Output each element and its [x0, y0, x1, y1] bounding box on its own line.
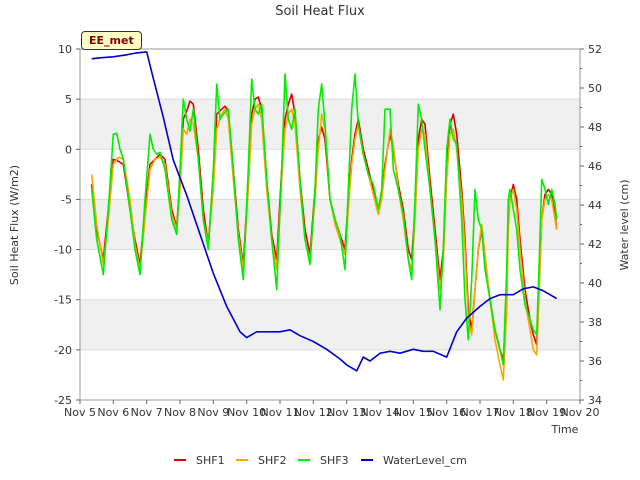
y-axis-right: 34 36 38 40 42 44 46 48 50 52: [580, 43, 602, 407]
y-left-tick-label: -15: [54, 294, 72, 307]
x-tick-label: Nov 10: [227, 406, 266, 419]
y-right-tick-label: 44: [588, 199, 602, 212]
y-left-tick-label: 0: [65, 143, 72, 156]
site-label-badge: EE_met: [81, 31, 142, 50]
y-right-tick-label: 34: [588, 394, 602, 407]
x-tick-label: Nov 12: [294, 406, 333, 419]
legend-label-shf2: SHF2: [258, 454, 287, 467]
y-right-tick-label: 36: [588, 355, 602, 368]
x-tick-label: Nov 7: [131, 406, 163, 419]
legend-label-shf3: SHF3: [320, 454, 349, 467]
x-tick-label: Nov 19: [527, 406, 566, 419]
x-tick-label: Nov 11: [261, 406, 300, 419]
x-tick-label: Nov 8: [164, 406, 196, 419]
background-bands: [80, 99, 580, 350]
y-left-tick-label: -5: [61, 193, 72, 206]
x-tick-label: Nov 20: [561, 406, 600, 419]
background-band: [80, 299, 580, 350]
legend-label-waterlevel-cm: WaterLevel_cm: [383, 454, 467, 467]
x-tick-label: Nov 18: [494, 406, 533, 419]
y-right-tick-label: 48: [588, 121, 602, 134]
y-left-tick-label: -20: [54, 344, 72, 357]
x-tick-label: Nov 14: [361, 406, 400, 419]
x-tick-label: Nov 16: [427, 406, 466, 419]
y-left-tick-label: 10: [58, 43, 72, 56]
y-axis-left-title: Soil Heat Flux (W/m2): [8, 165, 21, 285]
legend: SHF1 SHF2 SHF3 WaterLevel_cm: [174, 454, 467, 467]
y-axis-left: -25 -20 -15 -10 -5 0 5 10: [54, 43, 80, 407]
y-right-tick-label: 40: [588, 277, 602, 290]
x-tick-label: Nov 5: [64, 406, 96, 419]
x-tick-label: Nov 13: [327, 406, 366, 419]
y-right-tick-label: 52: [588, 43, 602, 56]
x-tick-label: Nov 6: [97, 406, 129, 419]
x-tick-label: Nov 15: [394, 406, 433, 419]
series-line-shf3: [90, 73, 558, 366]
background-band: [80, 199, 580, 250]
legend-label-shf1: SHF1: [196, 454, 225, 467]
y-left-tick-label: 5: [65, 93, 72, 106]
x-axis-title: Time: [551, 423, 579, 436]
x-tick-label: Nov 9: [197, 406, 229, 419]
y-right-tick-label: 38: [588, 316, 602, 329]
y-right-tick-label: 42: [588, 238, 602, 251]
y-left-tick-label: -10: [54, 244, 72, 257]
y-axis-right-title: Water level (cm): [618, 179, 631, 270]
x-tick-label: Nov 17: [461, 406, 500, 419]
chart-title: Soil Heat Flux: [275, 4, 365, 19]
y-right-tick-label: 50: [588, 82, 602, 95]
series-line-waterlevel-cm: [91, 51, 558, 372]
y-left-tick-label: -25: [54, 394, 72, 407]
background-band: [80, 99, 580, 150]
y-right-tick-label: 46: [588, 160, 602, 173]
series-layer: [90, 51, 558, 381]
